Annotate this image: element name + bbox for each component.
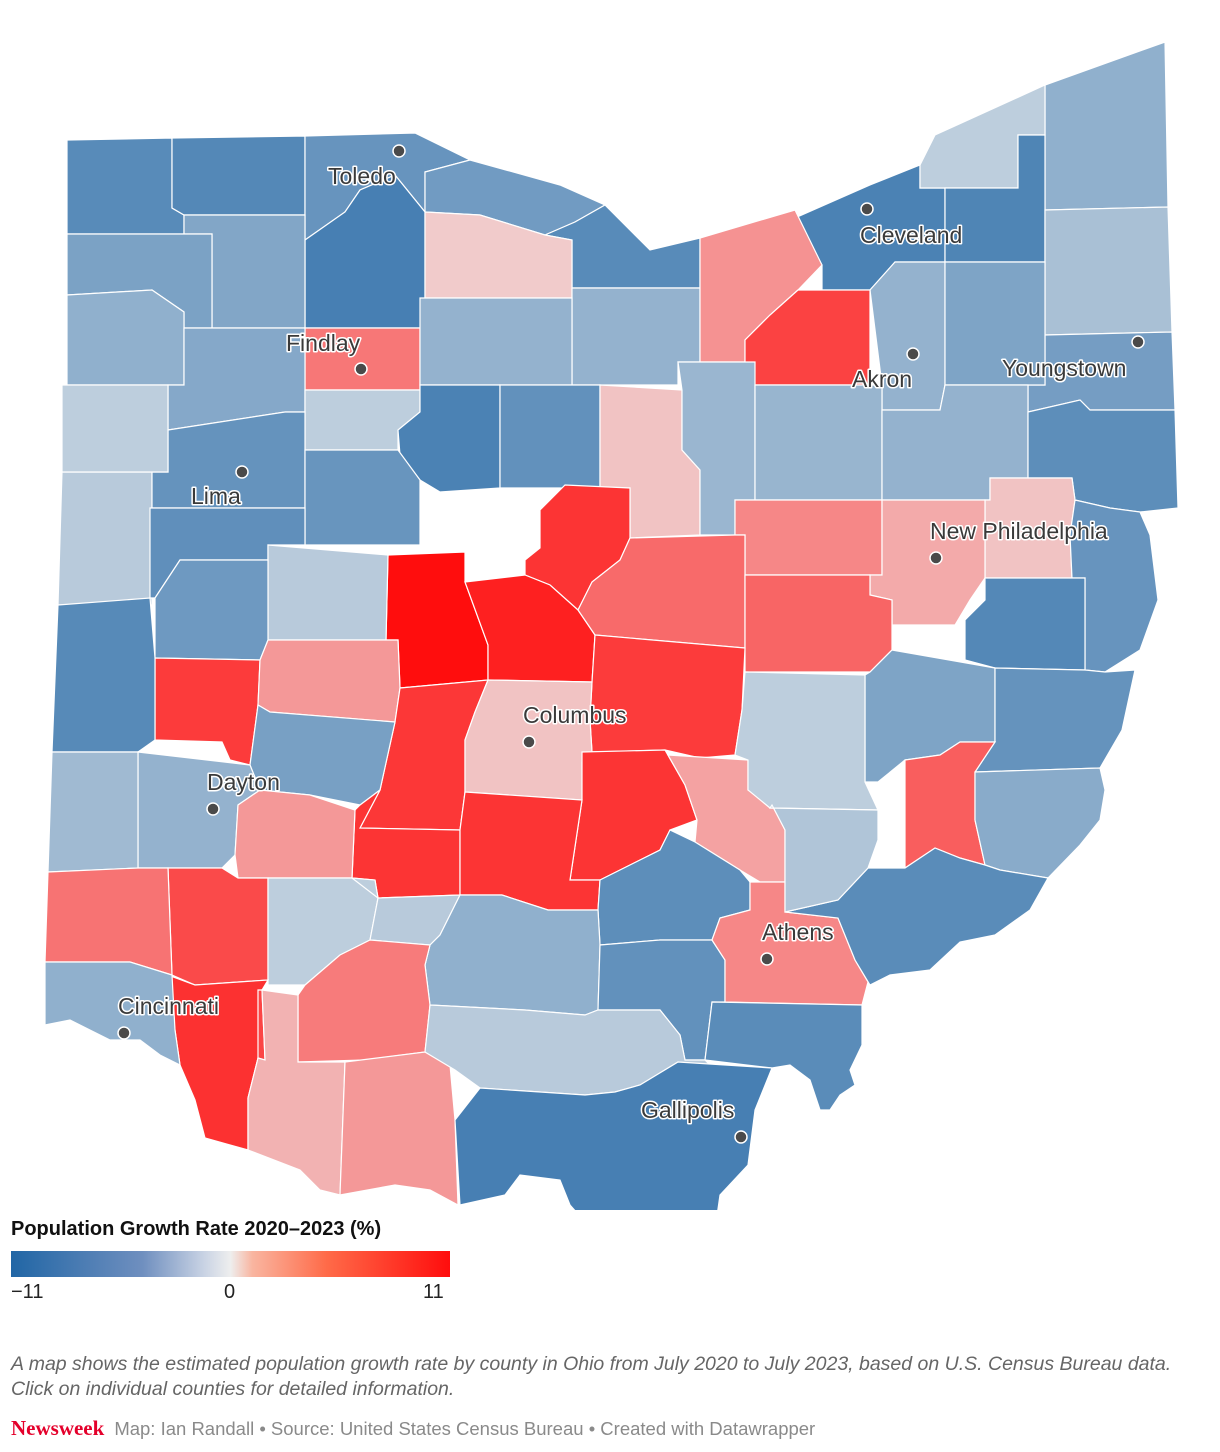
city-label: Columbus [523,702,627,728]
county-region[interactable] [304,449,421,546]
county-region[interactable] [171,135,306,216]
city-label: Gallipolis [641,1097,734,1123]
legend-min-label: −11 [11,1281,44,1303]
city-label: Findlay [286,330,361,356]
county-region[interactable] [1044,206,1173,336]
city-label: New Philadelphia [930,518,1108,544]
county-region[interactable] [57,471,153,606]
county-region[interactable] [499,384,601,489]
county-region[interactable] [247,989,346,1196]
county-region[interactable] [66,137,185,235]
county-region[interactable] [44,961,181,1067]
county-region[interactable] [964,577,1086,671]
county-region[interactable] [424,894,601,1016]
county-region[interactable] [974,767,1106,879]
city-marker-lima[interactable]: Lima [190,465,249,511]
city-marker-akron[interactable]: Akron [851,347,920,394]
city-label: Akron [852,366,912,392]
legend-title: Population Growth Rate 2020–2023 (%) [11,1218,382,1240]
county-region[interactable] [385,551,489,689]
credits-text: Map: Ian Randall • Source: United States… [114,1418,816,1439]
county-region[interactable] [154,559,269,661]
city-marker-dayton[interactable]: Dayton [206,768,281,816]
map-caption: A map shows the estimated population gro… [11,1353,1172,1400]
county-region[interactable] [66,289,185,386]
legend-ticks: −11 0 11 [11,1277,450,1303]
county-region[interactable] [44,867,173,976]
county-region[interactable] [973,667,1136,773]
county-region[interactable] [754,384,883,501]
color-legend: Population Growth Rate 2020–2023 (%) −11… [11,1218,461,1303]
city-marker-gallipolis[interactable]: Gallipolis [640,1096,748,1144]
city-marker-findlay[interactable]: Findlay [285,329,368,376]
city-marker-columbus[interactable]: Columbus [522,701,628,749]
city-label: Youngstown [1002,355,1126,381]
county-region[interactable] [1044,41,1169,211]
county-region[interactable] [257,639,401,723]
county-region[interactable] [267,544,389,641]
city-marker-cincinnati[interactable]: Cincinnati [117,992,221,1040]
county-region[interactable] [419,297,573,386]
city-label: Lima [191,483,241,509]
county-region[interactable] [234,789,356,879]
city-label: Cleveland [860,222,962,248]
county-region[interactable] [734,499,883,576]
county-region[interactable] [154,657,261,766]
city-layer: Toledo Cleveland Findlay Akron Youngstow… [117,144,1145,1144]
city-marker-toledo[interactable]: Toledo [327,144,406,191]
city-marker-athens[interactable]: Athens [760,918,835,966]
county-region[interactable] [1069,499,1159,673]
county-layer [44,41,1179,1210]
city-label: Athens [762,919,834,945]
newsweek-logo[interactable]: Newsweek [11,1416,105,1440]
county-region[interactable] [51,597,156,753]
county-region[interactable] [784,847,1049,986]
county-region[interactable] [589,634,746,759]
county-region[interactable] [744,574,893,673]
county-region[interactable] [167,867,269,986]
legend-gradient-bar [11,1251,450,1277]
county-region[interactable] [768,803,879,913]
ohio-choropleth-map: Toledo Cleveland Findlay Akron Youngstow… [44,41,1179,1210]
city-marker-cleveland[interactable]: Cleveland [859,202,964,250]
county-region[interactable] [47,751,139,873]
legend-max-label: 11 [423,1281,444,1303]
city-marker-youngstown[interactable]: Youngstown [1001,335,1145,383]
city-marker-new-philadelphia[interactable]: New Philadelphia [929,517,1109,565]
county-region[interactable] [61,384,169,473]
city-label: Cincinnati [118,993,219,1019]
county-region[interactable] [734,671,879,811]
legend-mid-label: 0 [224,1281,236,1303]
city-label: Dayton [207,769,280,795]
map-canvas: Toledo Cleveland Findlay Akron Youngstow… [44,41,1179,1210]
county-region[interactable] [454,1061,773,1210]
city-label: Toledo [328,163,396,189]
credits-footer: Newsweek Map: Ian Randall • Source: Unite… [11,1416,815,1441]
county-region[interactable] [944,261,1046,386]
county-region[interactable] [339,1051,459,1207]
